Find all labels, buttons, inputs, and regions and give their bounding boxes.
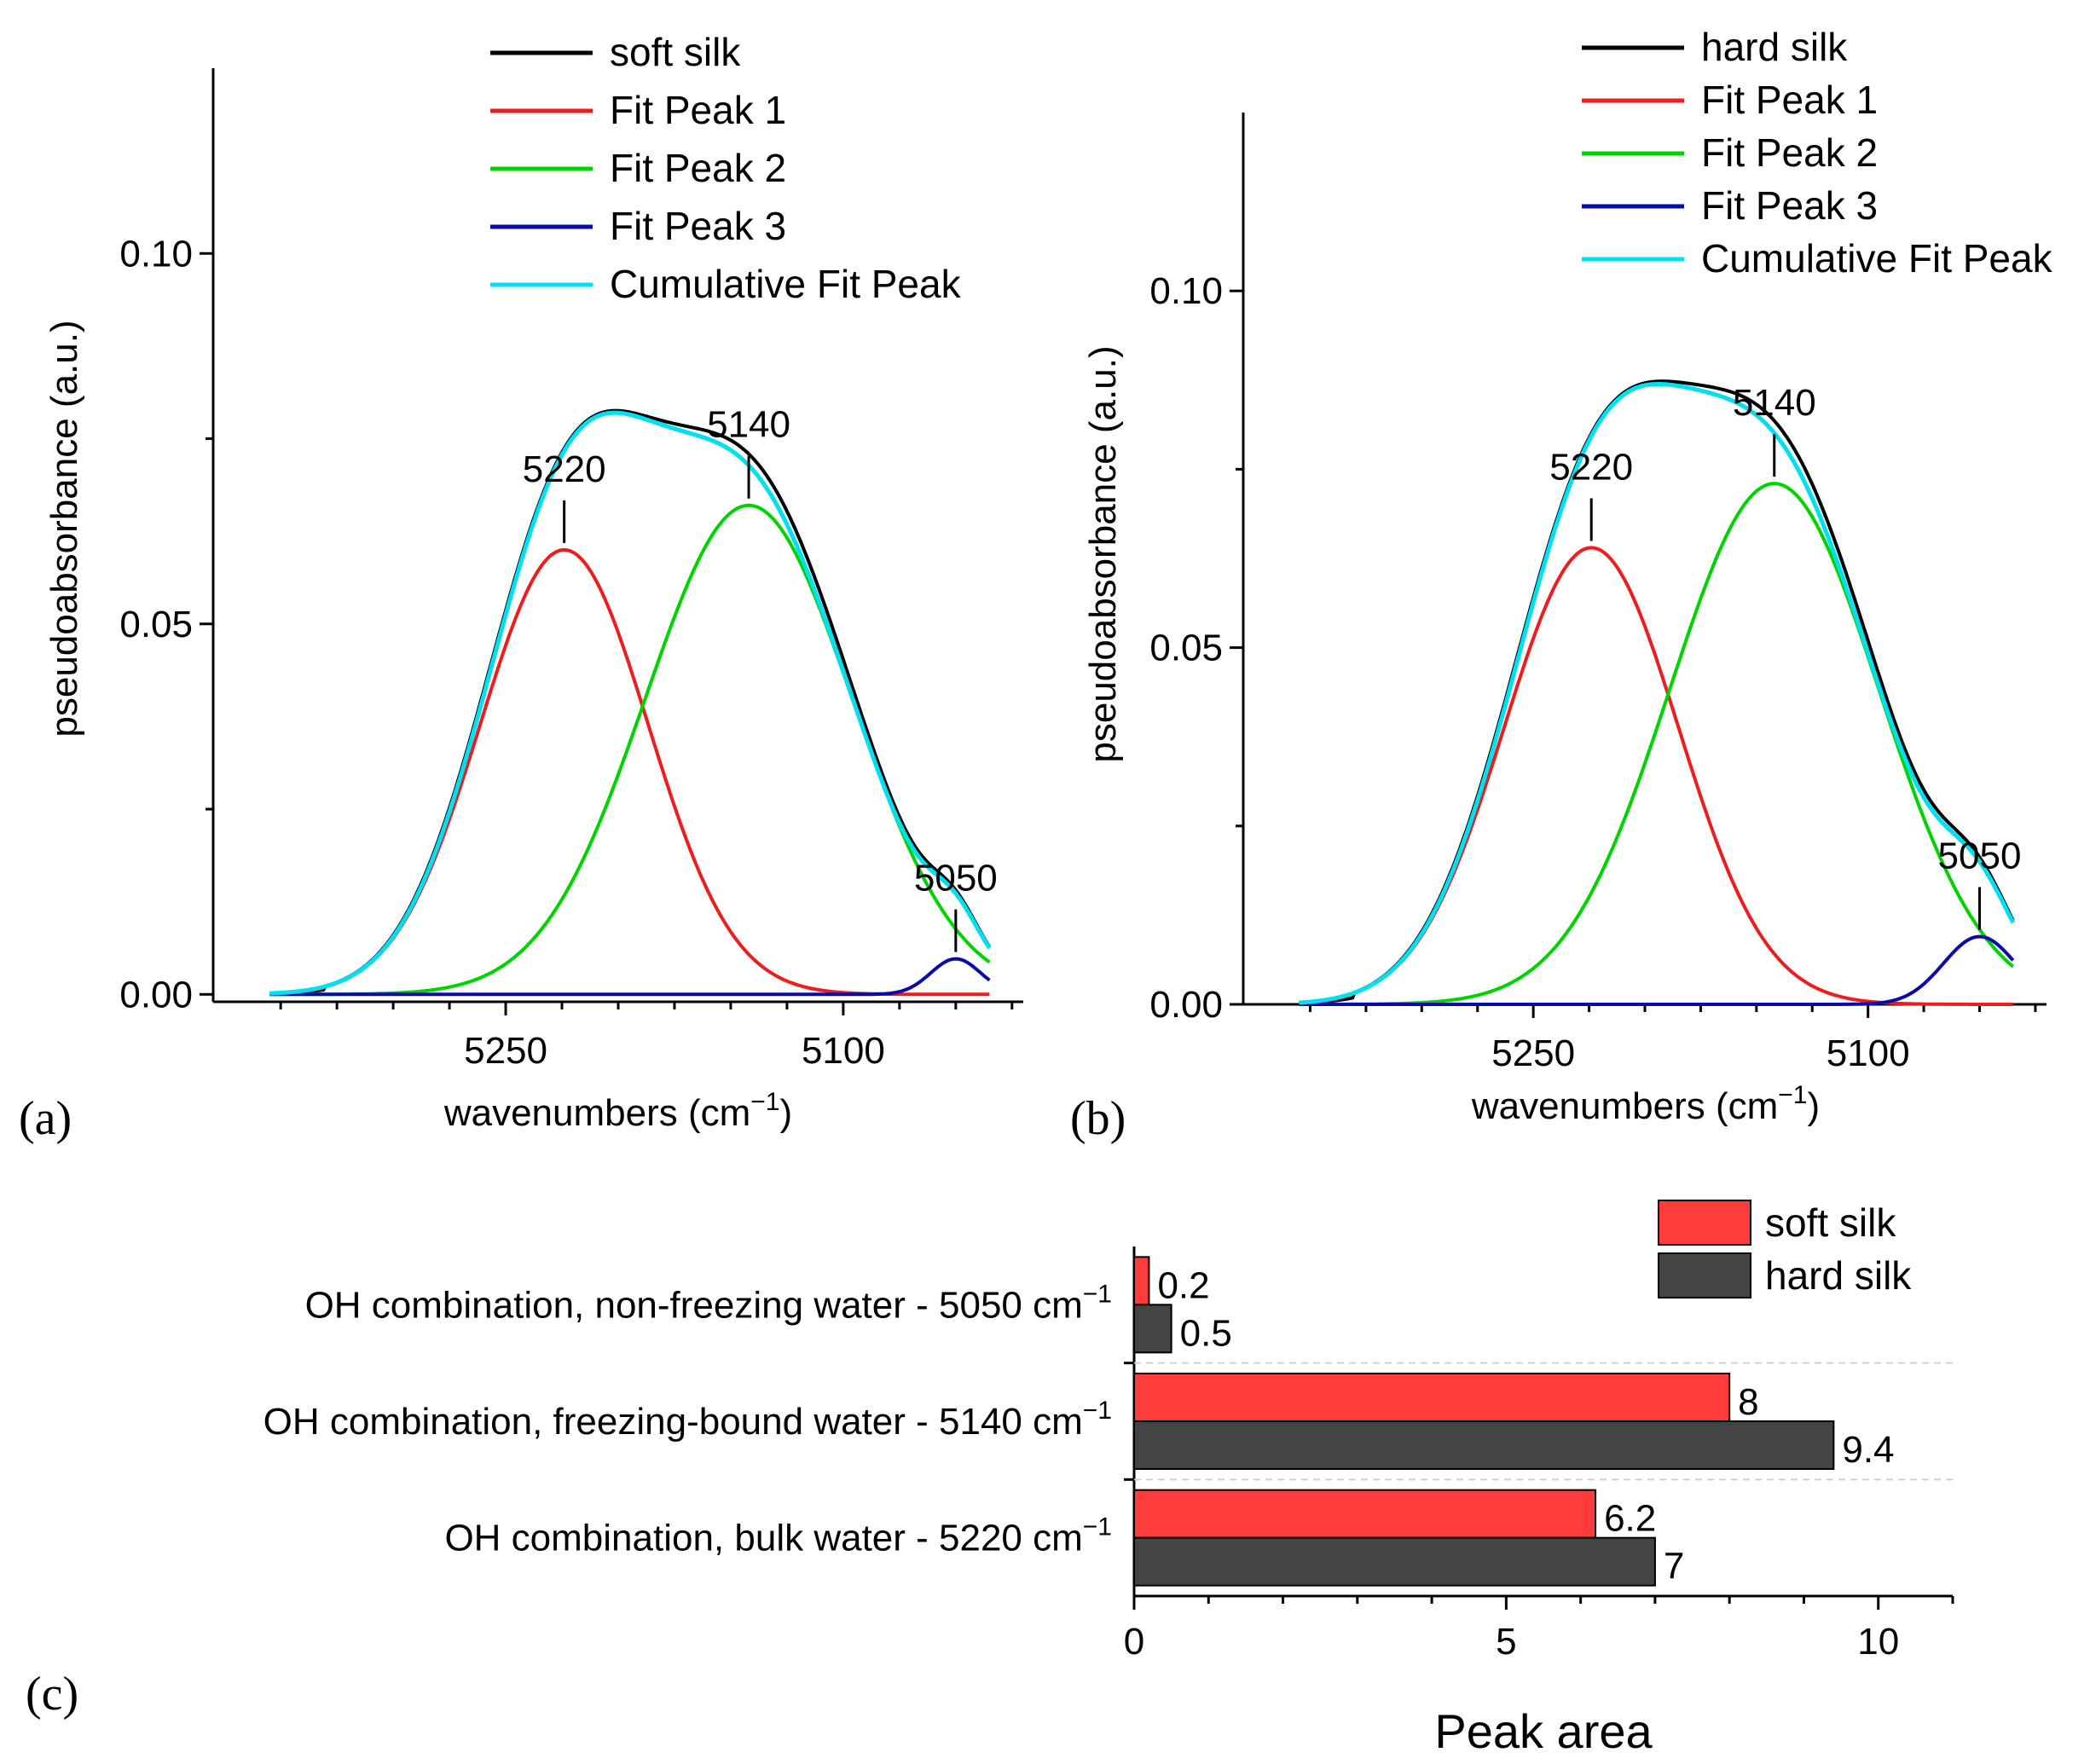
fit-peak-3-line: [1299, 934, 2015, 1006]
category-label: OH combination, bulk water - 5220 cm−1: [444, 1513, 1112, 1559]
x-axis-title: wavenumbers (cm−1): [443, 1088, 792, 1134]
panel-label: (c): [26, 1668, 78, 1721]
x-tick-label: 5: [1496, 1621, 1516, 1663]
bar-value-label: 9.4: [1842, 1429, 1894, 1471]
category-label-main: OH combination, bulk water - 5220 cm: [444, 1518, 1082, 1559]
bar-hard-silk: [1133, 1536, 1656, 1587]
x-axis-title-sup: −1: [1778, 1081, 1807, 1109]
x-axis-title: Peak area: [1434, 1704, 1653, 1758]
bar-value-label: 8: [1738, 1381, 1758, 1423]
fit-peak-3-line: [269, 957, 991, 997]
y-tick-label: 0.00: [1149, 984, 1223, 1026]
peak-annotation: 5050: [914, 858, 998, 899]
x-tick-label: 10: [1857, 1621, 1899, 1663]
panel-label: (b): [1070, 1092, 1126, 1145]
category-label: OH combination, non-freezing water - 505…: [305, 1280, 1112, 1326]
legend-label: Fit Peak 3: [1701, 183, 1878, 228]
legend-label: Fit Peak 2: [610, 146, 786, 190]
category-label-sup: −1: [1083, 1397, 1112, 1425]
bar-value-label: 7: [1664, 1546, 1684, 1588]
legend-label: soft silk: [1765, 1200, 1896, 1245]
cumulative-fit-line: [269, 410, 992, 996]
legend-swatch: [1658, 1252, 1751, 1298]
x-axis-title-close: ): [1808, 1085, 1821, 1127]
legend-label: Fit Peak 2: [1701, 130, 1878, 175]
x-tick-label: 5100: [802, 1030, 885, 1072]
legend-label: hard silk: [1765, 1253, 1912, 1298]
x-axis-title: wavenumbers (cm−1): [1471, 1081, 1820, 1127]
fit-peak-1-line: [1299, 546, 2013, 1006]
x-tick-label: 5250: [464, 1030, 547, 1072]
x-axis-title-close: ): [780, 1092, 793, 1134]
bar-value-label: 0.5: [1180, 1312, 1232, 1354]
bar-hard-silk: [1133, 1304, 1172, 1354]
x-tick-label: 0: [1124, 1621, 1144, 1663]
bar-hard-silk: [1133, 1420, 1835, 1470]
peak-annotation: 5050: [1938, 836, 2022, 877]
peak-annotation: 5220: [1549, 446, 1633, 488]
legend-label: soft silk: [610, 30, 741, 74]
legend-label: Fit Peak 1: [1701, 78, 1878, 122]
category-label-main: OH combination, freezing-bound water - 5…: [263, 1401, 1083, 1443]
legend-label: Fit Peak 3: [610, 204, 786, 248]
panel-b-chart: 5250 5100 0.00 0.05 0.10 wavenumbers (cm−1) ps…: [1070, 25, 2053, 1145]
x-tick-label: 5100: [1827, 1032, 1910, 1074]
measured-spectrum-line: [1299, 379, 2015, 1005]
category-label-main: OH combination, non-freezing water - 505…: [305, 1284, 1083, 1326]
bar-value-label: 0.2: [1157, 1264, 1209, 1306]
y-tick-label: 0.00: [119, 974, 193, 1015]
y-tick-label: 0.05: [119, 604, 193, 645]
y-tick-label: 0.10: [119, 233, 193, 275]
x-axis-title-main: wavenumbers (cm: [443, 1092, 750, 1134]
x-axis-title-sup: −1: [750, 1088, 779, 1116]
panel-label: (a): [19, 1092, 72, 1145]
peak-annotation: 5220: [523, 448, 606, 490]
legend-label: hard silk: [1701, 25, 1848, 69]
legend-label: Fit Peak 1: [610, 88, 786, 132]
fit-peak-2-line: [269, 503, 991, 997]
x-tick-label: 5250: [1491, 1032, 1575, 1074]
fit-peak-2-line: [1299, 482, 2015, 1006]
bar-value-label: 6.2: [1604, 1498, 1656, 1540]
y-axis-title: pseudoabsorbance (a.u.): [43, 320, 85, 737]
peak-annotation: 5140: [707, 404, 790, 446]
bar-soft-silk: [1133, 1489, 1597, 1539]
bar-soft-silk: [1133, 1256, 1150, 1306]
y-tick-label: 0.05: [1149, 628, 1223, 669]
x-axis-title-main: wavenumbers (cm: [1471, 1085, 1778, 1127]
panel-a-chart: 5250 5100 0.00 0.05 0.10 wavenumbers (cm−1) ps…: [19, 30, 1023, 1145]
peak-annotation: 5140: [1733, 382, 1816, 424]
bar-soft-silk: [1133, 1373, 1731, 1422]
category-label: OH combination, freezing-bound water - 5…: [263, 1397, 1112, 1443]
measured-spectrum-line: [269, 408, 992, 996]
panel-c-chart: 0 5 10 Peak area (c) OH combination, non-free…: [26, 1200, 1954, 1758]
y-axis-title: pseudoabsorbance (a.u.): [1082, 345, 1124, 762]
y-tick-label: 0.10: [1149, 270, 1223, 312]
legend-swatch: [1658, 1200, 1751, 1246]
legend-label: Cumulative Fit Peak: [1701, 236, 2053, 281]
category-label-sup: −1: [1083, 1513, 1112, 1541]
cumulative-fit-line: [1299, 381, 2016, 1005]
legend-label: Cumulative Fit Peak: [610, 262, 962, 306]
category-label-sup: −1: [1083, 1280, 1112, 1308]
